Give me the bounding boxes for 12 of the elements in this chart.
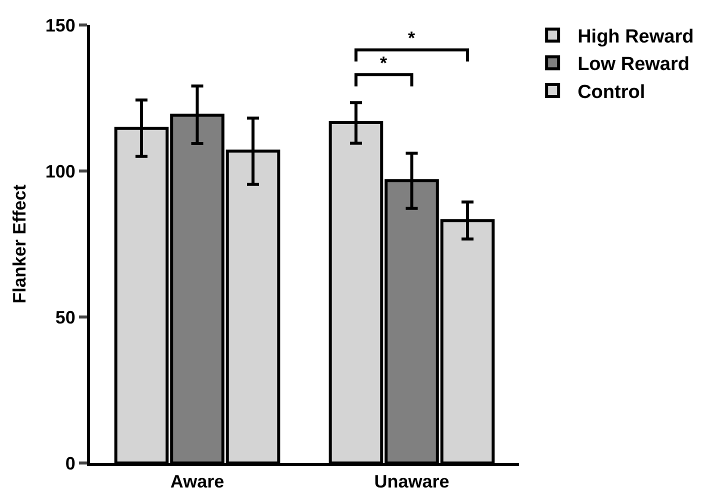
- legend-label: Control: [578, 82, 646, 103]
- y-axis-title: Flanker Effect: [10, 184, 30, 304]
- annotation: *: [408, 28, 416, 48]
- legend-label: High Reward: [578, 26, 694, 48]
- annotation: *: [380, 53, 388, 73]
- legend-label: Low Reward: [578, 54, 690, 76]
- y-tick-label: 100: [45, 161, 76, 182]
- y-tick-label: 50: [55, 307, 76, 328]
- y-tick-label: 150: [45, 15, 76, 36]
- y-tick-label: 0: [65, 453, 76, 474]
- x-tick-label: Unaware: [374, 472, 450, 492]
- x-tick-label: Aware: [170, 472, 224, 492]
